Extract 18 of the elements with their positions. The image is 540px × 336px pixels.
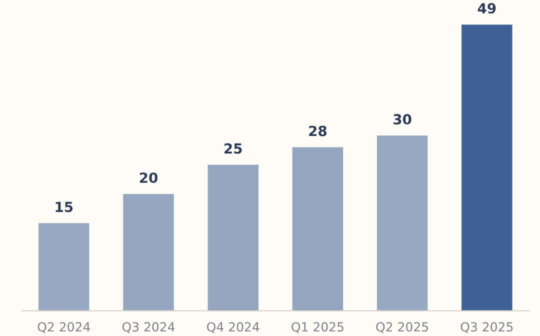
bar bbox=[123, 194, 174, 311]
x-tick-label: Q3 2024 bbox=[122, 322, 175, 334]
bar bbox=[208, 164, 258, 311]
x-tick-label: Q2 2024 bbox=[38, 322, 90, 334]
bar bbox=[38, 223, 90, 311]
data-label: 49 bbox=[478, 3, 496, 14]
x-tick-label: Q1 2025 bbox=[292, 322, 344, 334]
x-tick-label: Q2 2025 bbox=[376, 322, 428, 334]
data-label: 28 bbox=[309, 126, 326, 136]
x-tick-label: Q3 2025 bbox=[460, 322, 513, 334]
x-tick-label: Q4 2024 bbox=[207, 322, 260, 334]
data-label: 25 bbox=[224, 143, 242, 154]
data-label: 15 bbox=[56, 202, 73, 212]
data-label: 30 bbox=[394, 114, 412, 125]
bar bbox=[376, 136, 428, 311]
bar bbox=[462, 24, 512, 311]
bar bbox=[292, 147, 344, 311]
data-label: 20 bbox=[140, 172, 158, 183]
